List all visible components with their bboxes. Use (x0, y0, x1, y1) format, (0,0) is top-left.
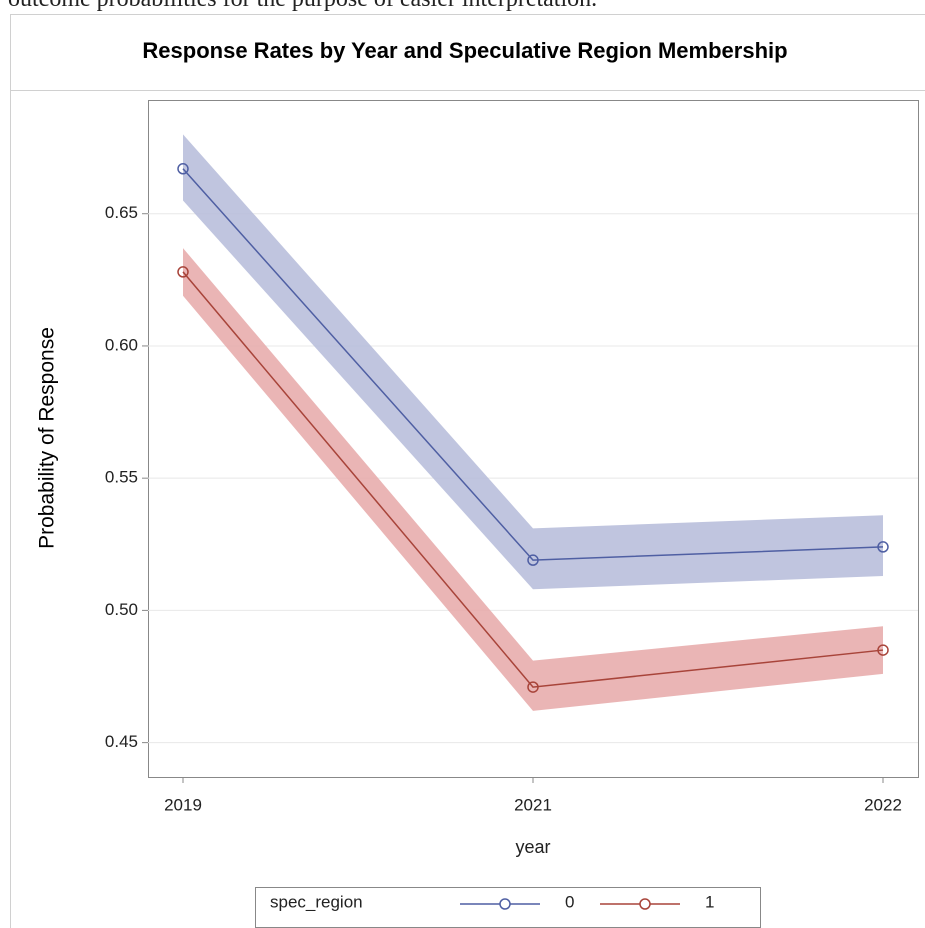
x-tick-label: 2019 (164, 795, 202, 814)
x-tick-label: 2021 (514, 795, 552, 814)
y-tick-label: 0.45 (105, 732, 138, 751)
frame (10, 14, 925, 928)
point-marker (877, 644, 889, 656)
point-marker (177, 163, 189, 175)
confidence-band (183, 248, 883, 711)
intro-text: outcome probabilities for the purpose of… (8, 0, 597, 12)
y-tick-label: 0.65 (105, 203, 138, 222)
series-line (182, 168, 884, 561)
legend-label: 1 (705, 892, 714, 911)
y-tick-label: 0.60 (105, 335, 138, 354)
legend-label: 0 (565, 892, 574, 911)
point-marker (527, 554, 539, 566)
chart-title: Response Rates by Year and Speculative R… (142, 38, 787, 63)
confidence-band (183, 134, 883, 590)
y-tick-label: 0.55 (105, 468, 138, 487)
x-axis-label: year (515, 837, 550, 857)
series-line (182, 271, 884, 688)
y-tick-label: 0.50 (105, 600, 138, 619)
legend-marker (499, 898, 511, 910)
grid (148, 213, 918, 744)
point-marker (527, 681, 539, 693)
x-tick-label: 2022 (864, 795, 902, 814)
legend-marker (639, 898, 651, 910)
y-axis-label: Probability of Response (36, 327, 59, 549)
point-marker (877, 541, 889, 553)
point-marker (177, 266, 189, 278)
legend-title: spec_region (270, 892, 363, 911)
